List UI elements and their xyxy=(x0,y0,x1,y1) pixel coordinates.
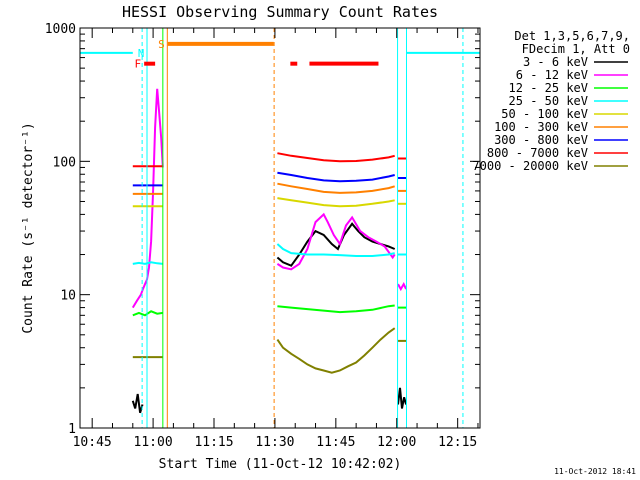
series-layer xyxy=(80,51,480,414)
series-line-0-segment-1 xyxy=(276,222,396,267)
y-axis-label-text: Count Rate (s⁻¹ detector⁻¹) xyxy=(21,122,36,333)
chart-title: HESSI Observing Summary Count Rates xyxy=(122,3,438,21)
x-axis-label: Start Time (11-Oct-12 10:42:02) xyxy=(159,457,402,472)
series-line-2-segment-1 xyxy=(277,304,395,314)
legend-header-line-1: Det 1,3,5,6,7,9, xyxy=(514,29,630,43)
footer-timestamp: 11-Oct-2012 18:41 xyxy=(554,467,636,476)
series-line-0-segment-2 xyxy=(397,387,408,409)
series-line-6-segment-1 xyxy=(277,171,395,183)
flag-label-0: S xyxy=(158,38,165,51)
y-tick-label-2: 100 xyxy=(53,155,76,170)
legend-entry-label-8: 7000 - 20000 keV xyxy=(472,159,588,173)
x-tick-label-4: 11:45 xyxy=(316,435,355,450)
series-line-8-segment-1 xyxy=(276,327,396,374)
x-tick-label-6: 12:15 xyxy=(438,435,477,450)
y-tick-label-1: 10 xyxy=(60,289,76,304)
y-tick-label-3: 1000 xyxy=(45,22,76,37)
x-tick-label-1: 11:00 xyxy=(134,435,173,450)
flag-label-1: N xyxy=(138,47,145,60)
series-line-3-segment-2 xyxy=(276,243,395,257)
series-line-7-segment-1 xyxy=(277,152,395,163)
x-tick-label-0: 10:45 xyxy=(73,435,112,450)
series-line-5-segment-1 xyxy=(277,182,395,194)
legend-entry-label-6: 300 - 800 keV xyxy=(494,133,588,147)
legend-header-line-2: FDecim 1, Att 0 xyxy=(522,42,630,56)
legend-entry-label-2: 12 - 25 keV xyxy=(509,81,588,95)
series-line-1-segment-1 xyxy=(276,212,396,271)
series-line-1-segment-0 xyxy=(131,88,164,309)
x-tick-label-5: 12:00 xyxy=(377,435,416,450)
axes: 10:45 11:00 11:15 11:30 11:45 12:00 12:15 1 10 10… xyxy=(45,22,480,450)
x-tick-label-3: 11:30 xyxy=(255,435,294,450)
series-line-2-segment-0 xyxy=(132,310,163,317)
legend-entry-label-7: 800 - 7000 keV xyxy=(487,146,588,160)
series-line-1-segment-2 xyxy=(397,281,408,292)
legend-entry-label-1: 6 - 12 keV xyxy=(516,68,588,82)
x-tick-label-2: 11:15 xyxy=(194,435,233,450)
legend: Det 1,3,5,6,7,9, FDecim 1, Att 0 3 - 6 k… xyxy=(472,29,630,173)
legend-entry-label-3: 25 - 50 keV xyxy=(509,94,588,108)
legend-entry-label-0: 3 - 6 keV xyxy=(523,55,588,69)
series-line-3-segment-1 xyxy=(132,261,163,265)
vertical-markers xyxy=(141,28,464,428)
legend-entry-label-4: 50 - 100 keV xyxy=(501,107,588,121)
series-line-4-segment-1 xyxy=(277,197,395,208)
series-line-0-segment-0 xyxy=(131,393,144,414)
flag-label-2: F xyxy=(135,58,142,71)
legend-entry-label-5: 100 - 300 keV xyxy=(494,120,588,134)
y-axis-label: Count Rate (s⁻¹ detector⁻¹) xyxy=(21,122,36,333)
plot-frame xyxy=(79,27,481,429)
y-tick-label-0: 1 xyxy=(68,422,76,437)
flag-bars: SNF xyxy=(135,38,379,71)
